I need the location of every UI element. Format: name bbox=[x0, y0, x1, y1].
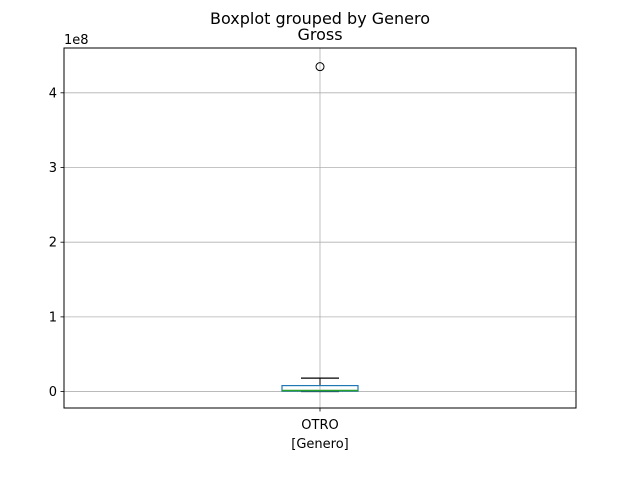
x-tick-label: OTRO bbox=[301, 418, 338, 433]
y-tick-label: 2 bbox=[49, 236, 57, 251]
y-tick-label: 1 bbox=[49, 310, 57, 325]
outlier-point bbox=[315, 62, 325, 72]
x-axis-label: [Genero] bbox=[291, 437, 348, 452]
axis-ticks: 0 1 2 3 4 OTRO bbox=[49, 86, 339, 433]
chart-suptitle: Boxplot grouped by Genero bbox=[210, 9, 430, 28]
y-tick-label: 0 bbox=[49, 385, 57, 400]
box-marks bbox=[281, 62, 359, 393]
y-offset-label: 1e8 bbox=[64, 33, 89, 48]
plot-area-frame bbox=[63, 47, 577, 409]
y-tick-label: 4 bbox=[49, 86, 57, 101]
y-tick-label: 3 bbox=[49, 161, 57, 176]
chart-title: Gross bbox=[297, 25, 342, 44]
